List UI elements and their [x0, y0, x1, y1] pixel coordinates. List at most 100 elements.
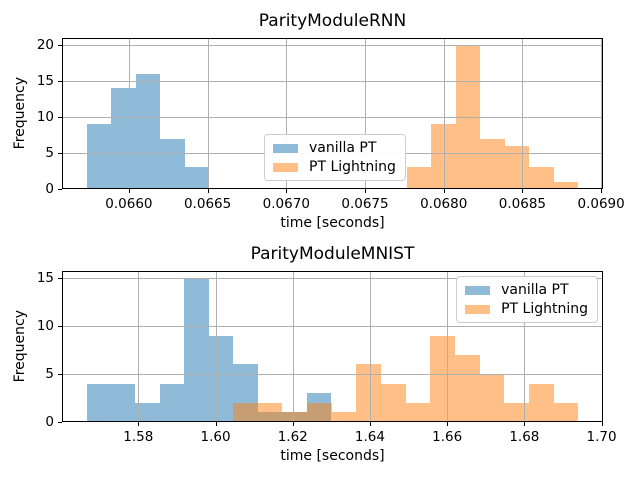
- legend-color-patch: [465, 285, 491, 295]
- x-tick-label: 1.68: [509, 429, 540, 445]
- y-tick: [58, 153, 62, 155]
- y-tick-label: 15: [36, 270, 54, 287]
- histogram-bar: [111, 88, 136, 189]
- gridline: [62, 45, 603, 47]
- histogram-bar: [184, 278, 209, 422]
- x-tick: [522, 189, 524, 193]
- histogram-bar: [86, 383, 112, 422]
- x-tick-label: 1.60: [200, 429, 231, 445]
- gridline: [522, 38, 524, 189]
- histogram-bar: [430, 335, 455, 422]
- gridline: [369, 271, 371, 422]
- histogram-bar: [480, 138, 505, 189]
- gridline: [62, 278, 603, 280]
- x-tick-label: 1.64: [354, 429, 385, 445]
- histogram-bar: [208, 335, 234, 422]
- x-tick-label: 1.70: [586, 429, 617, 445]
- histogram-bar: [331, 412, 357, 422]
- x-tick: [286, 189, 288, 193]
- histogram-bar: [380, 383, 406, 422]
- chart-title-mnist: ParityModuleMNIST: [250, 244, 415, 265]
- x-tick-label: 0.0660: [105, 196, 153, 212]
- y-tick: [58, 326, 62, 328]
- x-tick-label: 0.0665: [183, 196, 232, 212]
- legend-label: vanilla PT: [501, 282, 569, 298]
- y-tick-label: 15: [36, 73, 54, 90]
- y-tick-label: 5: [45, 145, 54, 162]
- histogram-bar: [504, 402, 529, 422]
- legend-mnist: vanilla PT PT Lightning: [456, 276, 598, 324]
- gridline: [524, 271, 526, 422]
- x-axis-label-rnn: time [seconds]: [280, 215, 385, 231]
- gridline: [62, 81, 603, 83]
- y-tick: [58, 81, 62, 83]
- axes-parity-module-rnn: ParityModuleRNN Frequency time [seconds]…: [12, 12, 625, 231]
- histogram-bar: [553, 181, 579, 189]
- x-tick-label: 0.0680: [420, 196, 468, 212]
- x-tick: [369, 422, 371, 426]
- y-tick-label: 10: [36, 109, 54, 126]
- y-tick: [58, 278, 62, 280]
- x-tick: [128, 189, 130, 193]
- x-tick: [443, 189, 445, 193]
- legend-entry: vanilla PT: [465, 282, 588, 298]
- x-tick-label: 0.0690: [577, 196, 625, 212]
- y-tick-label: 5: [45, 366, 54, 383]
- legend-color-patch: [465, 304, 491, 314]
- legend-entry: vanilla PT: [273, 140, 396, 156]
- y-tick: [58, 189, 62, 190]
- x-tick-label: 1.62: [277, 429, 308, 445]
- histogram-bar: [135, 73, 161, 189]
- y-tick: [58, 45, 62, 47]
- x-tick-label: 0.0670: [262, 196, 310, 212]
- histogram-bar: [257, 402, 283, 422]
- legend-label: PT Lightning: [309, 159, 396, 176]
- x-tick-label: 0.0675: [341, 196, 389, 212]
- chart-title-rnn: ParityModuleRNN: [258, 11, 407, 32]
- gridline: [292, 271, 294, 422]
- x-tick: [524, 422, 526, 426]
- histogram-bar: [431, 124, 456, 189]
- gridline: [447, 271, 449, 422]
- x-tick-label: 0.0685: [498, 196, 547, 212]
- histogram-bar: [159, 383, 185, 422]
- gridline: [207, 38, 209, 189]
- legend-label: PT Lightning: [501, 301, 588, 318]
- histogram-bar: [528, 383, 554, 422]
- gridline: [215, 271, 217, 422]
- legend-entry: PT Lightning: [465, 301, 588, 317]
- histogram-bar: [86, 124, 112, 189]
- histogram-bar: [282, 412, 307, 422]
- gridline: [365, 38, 366, 189]
- gridline: [286, 38, 288, 189]
- x-tick: [292, 422, 294, 426]
- x-tick-label: 1.58: [123, 429, 154, 445]
- x-tick: [601, 422, 603, 426]
- histogram-bar: [306, 402, 332, 422]
- y-axis-label-rnn: Frequency: [11, 38, 28, 189]
- x-tick: [215, 422, 217, 426]
- legend-rnn: vanilla PT PT Lightning: [264, 134, 406, 182]
- legend-color-patch: [273, 162, 298, 172]
- gridline: [128, 38, 130, 189]
- y-axis-label-text: Frequency: [11, 77, 28, 150]
- histogram-bar: [405, 402, 431, 422]
- legend-entry: PT Lightning: [273, 159, 396, 175]
- x-tick: [601, 189, 603, 193]
- y-tick-label: 0: [45, 181, 54, 197]
- legend-color-patch: [273, 143, 298, 153]
- gridline: [62, 374, 603, 376]
- y-axis-label-text: Frequency: [11, 310, 28, 383]
- axes-parity-module-mnist: ParityModuleMNIST Frequency time [second…: [12, 245, 617, 464]
- y-tick-label: 0: [45, 414, 54, 430]
- gridline: [138, 271, 140, 422]
- x-tick: [447, 422, 449, 426]
- y-tick-label: 10: [36, 318, 54, 335]
- x-tick: [207, 189, 209, 193]
- gridline: [601, 38, 603, 189]
- histogram-bar: [135, 402, 160, 422]
- histogram-bar: [529, 167, 554, 189]
- histogram-bar: [454, 354, 480, 422]
- legend-label: vanilla PT: [309, 140, 377, 156]
